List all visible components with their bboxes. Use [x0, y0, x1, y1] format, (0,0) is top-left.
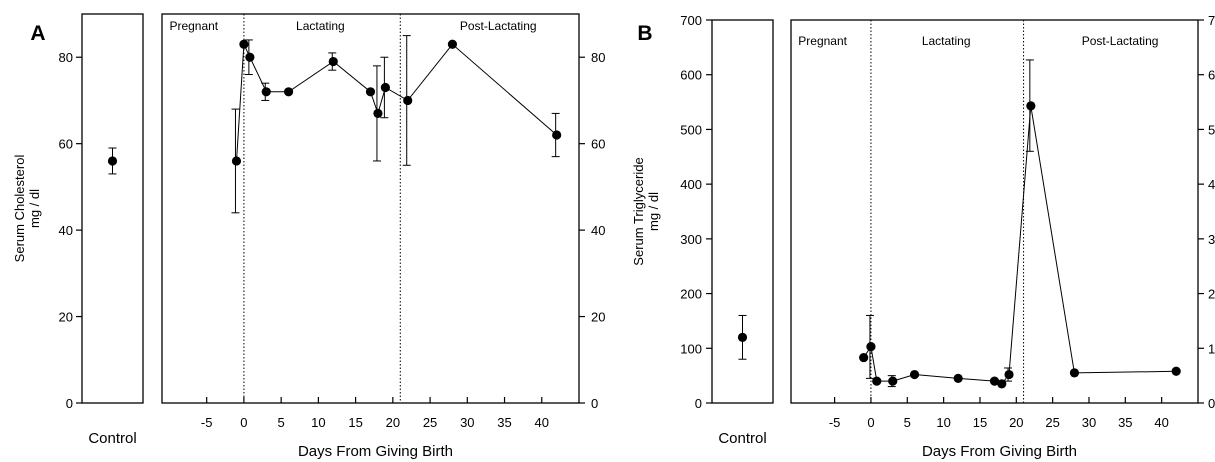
panel-a-xtick-label: 25 — [423, 415, 437, 430]
panel-b-data-point — [888, 376, 898, 386]
panel-b-ytick-label-left: 0 — [695, 396, 702, 411]
panel-b-ytick-label-right: 700 — [1208, 13, 1215, 28]
panel-b-ytick-label-right: 600 — [1208, 68, 1215, 83]
panel-b-y-axis-label: Serum Triglyceridemg / dl — [631, 157, 661, 265]
panel-b-xtick-label: 5 — [904, 415, 911, 430]
panel-a-data-point — [447, 39, 458, 49]
panel-a-ytick-label-left: 60 — [59, 137, 73, 152]
panel-b-data-point — [909, 369, 920, 380]
panel-b-xtick-label: 30 — [1082, 415, 1096, 430]
panel-a-control-frame — [81, 13, 144, 404]
panel-a-phase-label: Pregnant — [169, 19, 218, 33]
panel-b-series-line — [863, 105, 1177, 385]
panel-b-control-label: Control — [718, 430, 766, 447]
panel-a-phase-label: Lactating — [296, 19, 345, 33]
panel-b-phase-label: Pregnant — [798, 34, 847, 48]
panel-a-data-point — [245, 52, 255, 62]
panel-a-data-point — [261, 87, 271, 97]
panel-b-xtick-label: -5 — [829, 415, 841, 430]
panel-b-data-point — [1026, 101, 1036, 111]
panel-a-series-line — [236, 43, 558, 162]
panel-b-ytick-label-left: 200 — [680, 287, 702, 302]
panel-b-ytick-label-right: 500 — [1208, 122, 1215, 137]
panel-a-xtick-label: 40 — [535, 415, 549, 430]
panel-b-xtick-label: 0 — [867, 415, 874, 430]
panel-a-y-axis-label-line: mg / dl — [27, 189, 42, 228]
panel-b-ytick-label-left: 300 — [680, 232, 702, 247]
panel-a-ytick-label-right: 20 — [591, 310, 605, 325]
panel-b-ytick-label-right: 300 — [1208, 232, 1215, 247]
panel-a-phase-label: Post-Lactating — [460, 19, 537, 33]
panel-a-letter: A — [30, 22, 45, 45]
panel-b-xtick-label: 10 — [936, 415, 950, 430]
panel-a-ytick-label-left: 80 — [59, 50, 73, 65]
panel-b-xtick-label: 15 — [973, 415, 987, 430]
panel-a: A Serum Cholesterolmg / dl 0 0 20 20 40 40 60 60 8… — [12, 13, 605, 460]
panel-b-x-axis-label: Days From Giving Birth — [922, 443, 1077, 460]
panel-a-ytick-label-left: 0 — [66, 396, 73, 411]
panel-b-xtick-label: 25 — [1045, 415, 1059, 430]
panel-a-xtick-label: -5 — [201, 415, 213, 430]
panel-a-ytick-label-left: 20 — [59, 310, 73, 325]
panel-a-main-frame — [161, 13, 580, 404]
panel-b-data-point — [997, 379, 1007, 389]
panel-b-ytick-label-left: 400 — [680, 177, 702, 192]
panel-b-ytick-label-left: 100 — [680, 341, 702, 356]
panel-b-ytick-label-right: 200 — [1208, 287, 1215, 302]
panel-b-data-point — [953, 373, 963, 383]
panel-a-xtick-label: 20 — [386, 415, 400, 430]
panel-a-xtick-label: 15 — [348, 415, 362, 430]
panel-b-letter: B — [637, 22, 652, 45]
panel-a-y-axis-label-line: Serum Cholesterol — [12, 155, 27, 263]
panel-b-ytick-label-left: 500 — [680, 122, 702, 137]
panel-b-xtick-label: 35 — [1118, 415, 1132, 430]
panel-b-data-point — [1171, 366, 1181, 376]
panel-b-phase-label: Lactating — [922, 34, 971, 48]
panel-a-data-point — [380, 82, 390, 93]
panel-b-ytick-label-right: 0 — [1208, 396, 1215, 411]
panel-a-data-point — [365, 87, 376, 97]
panel-a-ytick-label-right: 40 — [591, 223, 605, 238]
panel-b-data-point — [866, 342, 876, 352]
panel-b-data-point — [1069, 368, 1080, 378]
panel-a-data-point — [231, 156, 242, 166]
panel-b-ytick-label-left: 600 — [680, 68, 702, 83]
panel-b-data-point — [989, 376, 1000, 386]
panel-b-y-axis-label-line: mg / dl — [646, 192, 661, 231]
panel-b-data-point — [1004, 369, 1014, 380]
panel-a-xtick-label: 5 — [278, 415, 285, 430]
panel-a-x-axis-label: Days From Giving Birth — [298, 443, 453, 460]
panel-a-ytick-label-right: 80 — [591, 50, 605, 65]
panel-b-main-frame — [790, 19, 1199, 404]
panel-a-xtick-label: 30 — [460, 415, 474, 430]
panel-a-data-point — [239, 39, 249, 49]
panel-a-ytick-label-right: 60 — [591, 137, 605, 152]
panel-a-xtick-label: 0 — [240, 415, 247, 430]
panel-a-ytick-label-left: 40 — [59, 223, 73, 238]
panel-b-xtick-label: 20 — [1009, 415, 1023, 430]
panel-b-data-point — [859, 352, 869, 363]
panel-b-ytick-label-right: 100 — [1208, 341, 1215, 356]
panel-b-y-axis-label-line: Serum Triglyceride — [631, 157, 646, 265]
panel-b-xtick-label: 40 — [1154, 415, 1168, 430]
panel-a-ytick-label-right: 0 — [591, 396, 598, 411]
panel-a-control-point — [107, 156, 118, 166]
panel-b-control-frame — [711, 19, 774, 404]
panel-b-ytick-label-left: 700 — [680, 13, 702, 28]
panel-a-data-point — [373, 108, 383, 119]
panel-a-data-point — [403, 95, 413, 106]
panel-b-phase-label: Post-Lactating — [1082, 34, 1159, 48]
panel-b-control-point — [737, 332, 748, 342]
panel-a-xtick-label: 35 — [497, 415, 511, 430]
panel-a-xtick-label: 10 — [311, 415, 325, 430]
panel-a-data-point — [328, 56, 338, 67]
panel-a-y-axis-label: Serum Cholesterolmg / dl — [12, 155, 42, 263]
panel-b-data-point — [872, 376, 882, 386]
panel-a-control-label: Control — [88, 430, 136, 447]
panel-a-data-point — [283, 87, 294, 97]
panel-b-ytick-label-right: 400 — [1208, 177, 1215, 192]
panel-a-data-point — [552, 130, 562, 140]
